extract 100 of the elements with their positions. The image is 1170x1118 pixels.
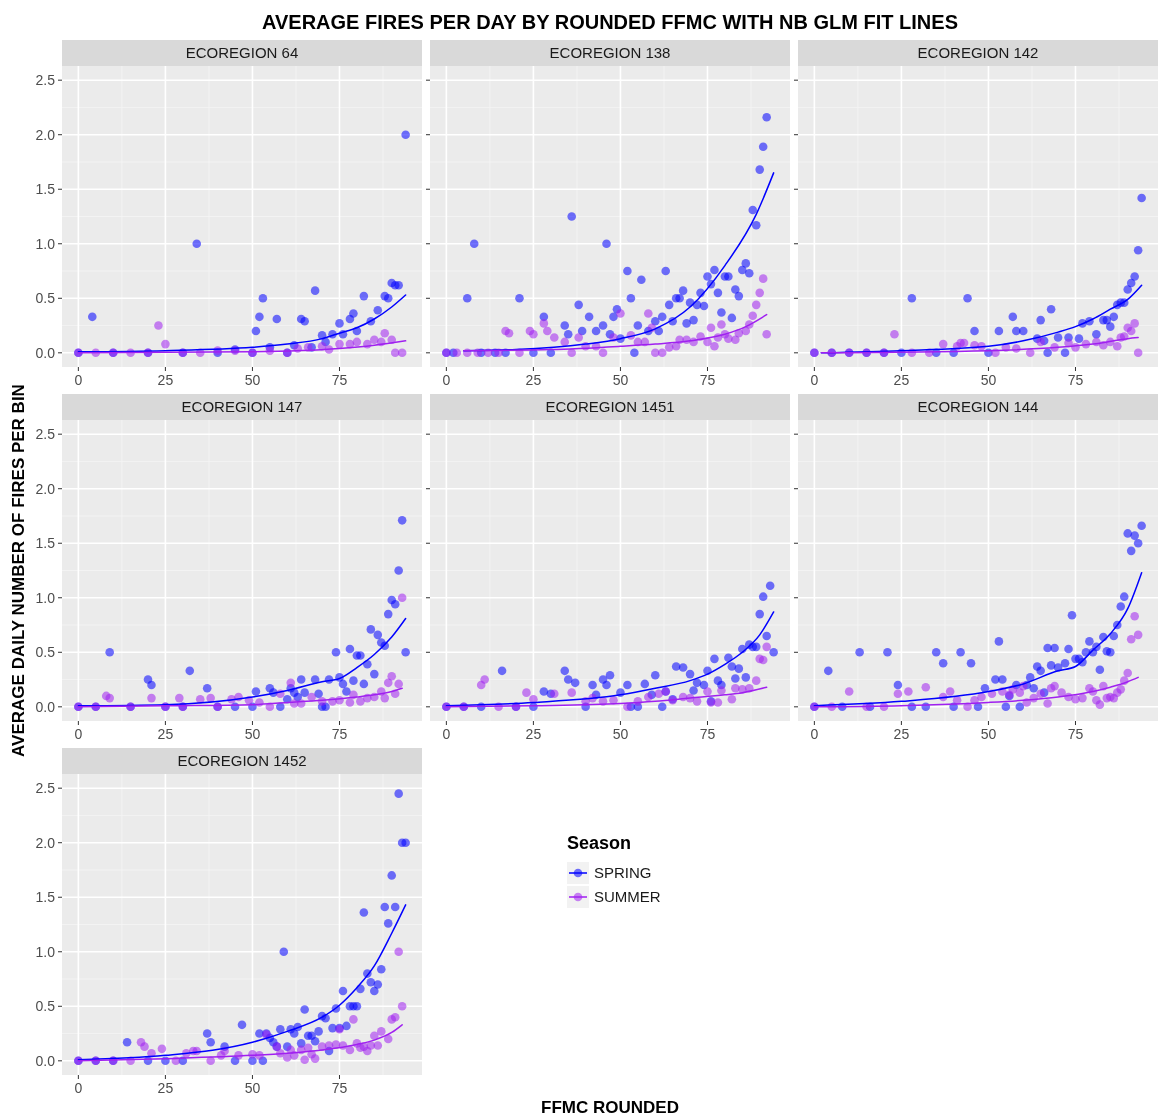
point — [970, 326, 979, 336]
point — [359, 291, 369, 301]
x-tick-label: 50 — [980, 726, 997, 742]
x-tick-label: 0 — [442, 372, 451, 388]
point — [255, 1029, 264, 1038]
point — [370, 669, 379, 679]
x-tick-label: 75 — [331, 1080, 348, 1096]
point — [1095, 700, 1105, 709]
point — [731, 674, 740, 683]
x-tick-label: 25 — [157, 372, 174, 388]
point — [549, 333, 559, 342]
point — [390, 600, 400, 609]
point — [1123, 668, 1133, 678]
point — [762, 329, 771, 339]
point — [769, 647, 778, 657]
point — [731, 683, 740, 693]
point — [370, 986, 379, 996]
y-tick-label: 0.0 — [35, 698, 56, 715]
point — [147, 693, 156, 703]
point — [543, 326, 552, 336]
point — [650, 670, 660, 680]
y-tick-label: 2.0 — [35, 834, 56, 851]
x-tick-label: 50 — [244, 726, 261, 742]
point — [383, 609, 393, 619]
y-tick-label: 1.5 — [35, 181, 56, 198]
point — [314, 689, 323, 699]
point — [1043, 643, 1052, 653]
point — [296, 675, 306, 684]
point — [342, 1021, 351, 1031]
point — [255, 312, 264, 322]
x-tick-label: 0 — [810, 726, 819, 742]
point — [370, 335, 379, 345]
point — [706, 323, 716, 333]
point — [1109, 631, 1119, 641]
point — [1064, 644, 1073, 654]
point — [588, 680, 597, 690]
point — [966, 658, 976, 668]
point — [373, 1041, 383, 1050]
point — [401, 838, 410, 848]
point — [758, 274, 768, 283]
point — [310, 1054, 320, 1063]
x-tick-label: 75 — [699, 372, 716, 388]
point — [1123, 529, 1133, 538]
x-tick-label: 25 — [525, 726, 542, 742]
point — [300, 688, 309, 697]
point — [394, 947, 403, 957]
point — [335, 319, 344, 328]
legend-label: SUMMER — [594, 888, 661, 905]
point — [1116, 602, 1126, 611]
chart-title: ECOREGION 142 — [917, 44, 1039, 61]
point — [282, 1053, 292, 1062]
point — [717, 320, 726, 329]
point — [717, 686, 726, 695]
point — [1043, 348, 1052, 358]
point — [529, 694, 538, 704]
point — [366, 978, 376, 987]
point — [1130, 319, 1139, 328]
point — [844, 687, 854, 696]
y-tick-label: 1.0 — [35, 589, 56, 606]
point — [161, 339, 170, 349]
point — [710, 341, 719, 351]
point — [175, 693, 184, 703]
point — [991, 675, 1000, 684]
point — [1119, 592, 1129, 601]
point — [956, 647, 965, 657]
point — [452, 348, 462, 358]
point — [376, 1027, 386, 1036]
point — [314, 1027, 323, 1036]
point — [1015, 702, 1025, 712]
point — [1036, 337, 1045, 347]
point — [394, 679, 403, 689]
point — [522, 688, 531, 697]
point — [370, 1031, 379, 1041]
point — [352, 337, 362, 347]
point — [1029, 683, 1039, 693]
point — [703, 337, 712, 347]
x-tick-label: 75 — [331, 726, 348, 742]
point — [373, 980, 383, 989]
x-tick-label: 25 — [893, 372, 910, 388]
point — [823, 666, 833, 676]
point — [1133, 538, 1143, 548]
point — [890, 329, 899, 339]
point — [147, 680, 156, 690]
x-tick-label: 50 — [244, 1080, 261, 1096]
point — [574, 333, 583, 342]
point — [1050, 643, 1059, 653]
point — [1112, 341, 1122, 351]
point — [616, 309, 625, 318]
point — [1015, 688, 1025, 697]
x-tick-label: 0 — [74, 372, 83, 388]
point — [401, 647, 410, 657]
y-axis-title: AVERAGE DAILY NUMBER OF FIRES PER BIN — [9, 384, 28, 757]
y-tick-label: 0.5 — [35, 998, 56, 1015]
point — [623, 702, 632, 712]
point — [963, 293, 972, 303]
y-tick-label: 2.5 — [35, 426, 56, 443]
legend-label: SPRING — [594, 864, 652, 881]
point — [855, 647, 864, 657]
point — [539, 319, 549, 328]
point — [539, 687, 549, 696]
